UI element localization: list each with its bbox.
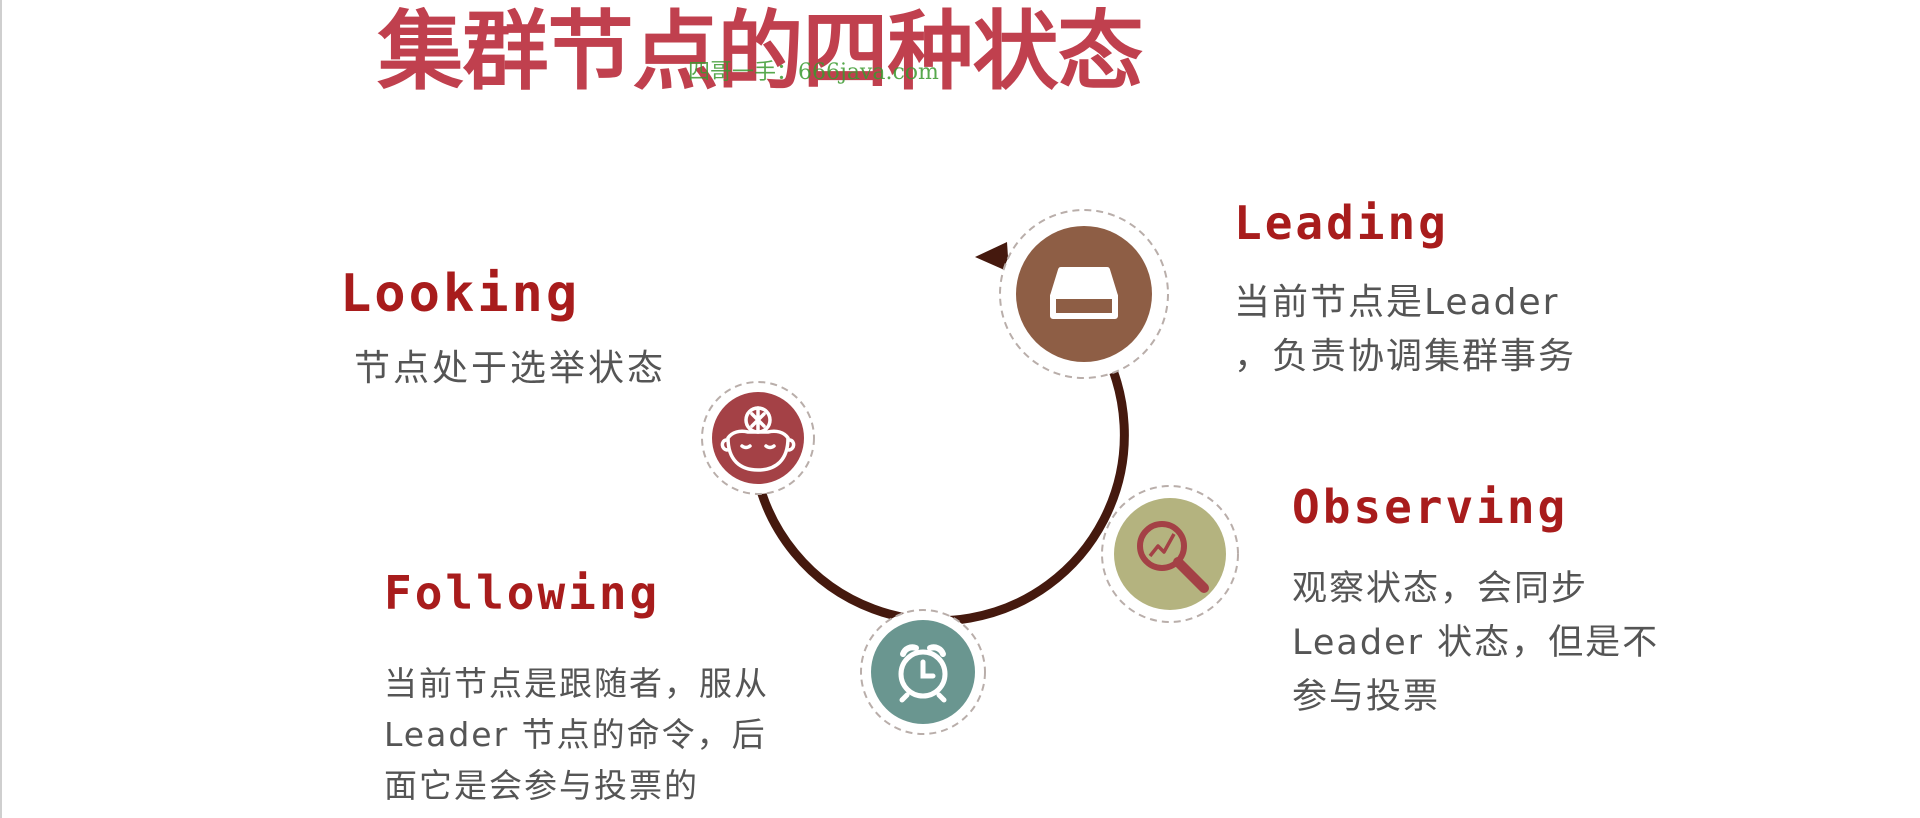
inbox-tray-icon	[1050, 267, 1118, 319]
following-description: 当前节点是跟随者，服从 Leader 节点的命令，后 面它是会参与投票的	[384, 658, 769, 811]
leading-description: 当前节点是Leader ，负责协调集群事务	[1234, 276, 1576, 384]
observing-node	[1101, 485, 1239, 623]
following-desc-line: 当前节点是跟随者，服从	[384, 664, 769, 703]
looking-desc-line: 节点处于选举状态	[354, 348, 667, 389]
watermark: 四哥一手：666java.com	[688, 60, 939, 85]
leading-node	[999, 209, 1169, 379]
observing-desc-line: Leader 状态，但是不	[1292, 623, 1660, 663]
alarm-clock-icon	[898, 644, 948, 703]
thinking-head-icon	[720, 406, 796, 472]
following-desc-line: Leader 节点的命令，后	[384, 715, 767, 754]
looking-description: 节点处于选举状态	[354, 342, 666, 396]
observing-desc-line: 观察状态，会同步	[1292, 569, 1589, 609]
observing-description: 观察状态，会同步 Leader 状态，但是不 参与投票	[1292, 562, 1659, 724]
following-node	[860, 609, 986, 735]
cycle-arrowhead	[975, 242, 1009, 272]
looking-heading: Looking	[340, 264, 581, 324]
following-heading: Following	[384, 566, 661, 620]
following-desc-line: 面它是会参与投票的	[384, 766, 699, 805]
observing-heading: Observing	[1292, 480, 1569, 534]
magnifier-chart-icon	[1137, 521, 1209, 593]
leading-desc-line: 当前节点是Leader	[1234, 282, 1560, 323]
left-border	[0, 0, 2, 818]
looking-node	[701, 381, 815, 495]
leading-desc-line: ，负责协调集群事务	[1234, 336, 1577, 377]
observing-desc-line: 参与投票	[1292, 677, 1441, 717]
leading-heading: Leading	[1234, 196, 1449, 250]
page-title: 集群节点的四种状态	[377, 2, 1144, 102]
